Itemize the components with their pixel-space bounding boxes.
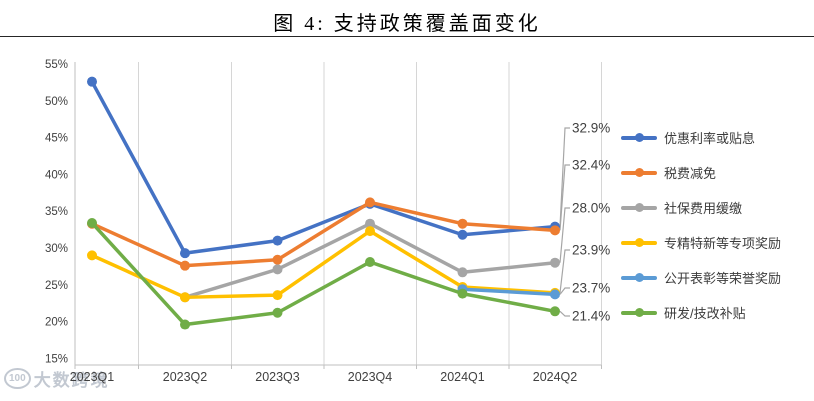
data-point (550, 257, 560, 268)
data-point (550, 306, 560, 317)
y-tick-label: 45% (45, 133, 68, 145)
leader-line (559, 164, 570, 231)
data-point (457, 267, 468, 278)
data-point (365, 197, 375, 208)
legend-dot (634, 308, 644, 317)
data-label: 32.9% (572, 121, 610, 136)
data-point (272, 264, 283, 275)
x-tick-label: 2023Q2 (163, 370, 208, 384)
data-point (550, 289, 560, 300)
data-point (457, 288, 468, 299)
series-line (90, 229, 557, 300)
data-point (180, 319, 190, 330)
data-label: 28.0% (572, 201, 610, 216)
data-point (180, 260, 190, 271)
y-tick-label: 20% (45, 317, 68, 329)
series-line (460, 287, 557, 297)
data-point (87, 250, 97, 261)
x-tick-label: 2023Q1 (70, 370, 115, 384)
data-point (272, 307, 283, 318)
legend-label: 优惠利率或贴息 (664, 131, 756, 146)
title-divider (0, 36, 814, 37)
y-tick-label: 15% (45, 353, 68, 365)
legend-dot (634, 168, 644, 177)
legend-label: 研发/技改补贴 (664, 306, 746, 321)
legend-line-marker-icon (621, 133, 657, 142)
leader-line (559, 249, 570, 293)
x-tick-label: 2023Q4 (348, 370, 393, 384)
data-point (272, 235, 283, 246)
watermark-text: 大数跨境 (33, 371, 110, 390)
data-point (87, 217, 97, 228)
data-point (365, 226, 375, 237)
data-point (365, 256, 375, 267)
legend-line-marker-icon (621, 238, 657, 247)
data-point (457, 218, 468, 229)
legend-item: 研发/技改补贴 (621, 295, 781, 330)
x-tick-label: 2024Q2 (533, 370, 578, 384)
legend-item: 公开表彰等荣誉奖励 (621, 260, 781, 295)
watermark-logo: 100 (4, 368, 31, 389)
legend-line-marker-icon (621, 273, 657, 282)
legend-dot (634, 203, 644, 212)
watermark: 100 大数跨境 (4, 366, 110, 391)
data-point (87, 76, 97, 87)
legend-line-marker-icon (621, 308, 657, 317)
series-line (90, 79, 557, 255)
legend-dot (634, 133, 644, 142)
legend-item: 社保费用缓缴 (621, 190, 781, 225)
legend-dot (634, 273, 644, 282)
series-line (90, 221, 557, 327)
data-label: 32.4% (572, 158, 610, 173)
legend-label: 税费减免 (664, 166, 717, 181)
data-point (180, 248, 190, 259)
leader-line (559, 310, 570, 317)
data-point (272, 254, 283, 265)
series-line (90, 200, 557, 268)
data-label: 23.9% (572, 243, 610, 258)
data-label: 21.4% (572, 309, 610, 324)
data-point (180, 292, 190, 303)
x-tick-label: 2023Q3 (255, 370, 300, 384)
legend-label: 专精特新等专项奖励 (664, 236, 782, 251)
data-point (457, 229, 468, 240)
y-tick-label: 40% (45, 169, 68, 181)
y-tick-label: 50% (45, 96, 68, 108)
y-tick-label: 25% (45, 280, 68, 292)
data-point (550, 225, 560, 236)
legend-item: 专精特新等专项奖励 (621, 225, 781, 260)
data-point (272, 290, 283, 301)
legend-label: 社保费用缓缴 (664, 201, 743, 216)
x-tick-label: 2024Q1 (440, 370, 485, 384)
data-label: 23.7% (572, 281, 610, 296)
chart-title: 图 4: 支持政策覆盖面变化 (273, 13, 541, 35)
legend-line-marker-icon (621, 168, 657, 177)
y-tick-label: 30% (45, 243, 68, 255)
leader-line (559, 127, 570, 227)
y-tick-label: 55% (45, 59, 68, 71)
y-tick-label: 35% (45, 206, 68, 218)
legend-dot (634, 238, 644, 247)
legend-label: 公开表彰等荣誉奖励 (664, 271, 782, 286)
leader-line (559, 287, 570, 295)
legend-line-marker-icon (621, 203, 657, 212)
legend-item: 优惠利率或贴息 (621, 120, 781, 155)
legend-item: 税费减免 (621, 155, 781, 190)
legend: 优惠利率或贴息 税费减免社保费用缓缴专精特新等专项奖励 公开表彰等荣誉奖励 研发/技改… (621, 120, 781, 330)
leader-line (559, 207, 570, 263)
data-point (365, 218, 375, 229)
